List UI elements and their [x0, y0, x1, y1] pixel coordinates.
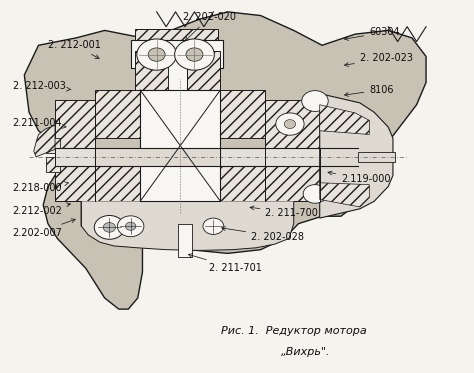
- Bar: [95, 148, 220, 166]
- Text: 2.212-002: 2.212-002: [12, 203, 71, 216]
- Text: 2.119-000: 2.119-000: [328, 171, 391, 184]
- Circle shape: [148, 48, 165, 61]
- Bar: [55, 148, 357, 166]
- Bar: [220, 90, 265, 138]
- Text: 2. 211-700: 2. 211-700: [250, 206, 318, 217]
- Circle shape: [137, 39, 176, 70]
- Circle shape: [276, 113, 304, 135]
- Bar: [95, 90, 140, 138]
- Text: 2. 212-001: 2. 212-001: [48, 40, 101, 59]
- Circle shape: [302, 91, 328, 112]
- Circle shape: [203, 218, 224, 235]
- Polygon shape: [319, 183, 369, 207]
- Polygon shape: [81, 201, 294, 250]
- Bar: [95, 166, 140, 201]
- Bar: [220, 166, 265, 201]
- Circle shape: [174, 39, 214, 70]
- Text: „Вихрь".: „Вихрь".: [281, 347, 330, 357]
- Text: Рис. 1.  Редуктор мотора: Рис. 1. Редуктор мотора: [221, 326, 366, 336]
- Bar: [265, 100, 319, 148]
- Bar: [178, 224, 192, 257]
- Text: 2. 202-023: 2. 202-023: [345, 53, 413, 66]
- Circle shape: [126, 222, 136, 231]
- Text: 60304: 60304: [345, 27, 400, 40]
- Text: 2.218-000: 2.218-000: [12, 182, 68, 193]
- Circle shape: [94, 216, 125, 239]
- Bar: [131, 40, 223, 68]
- Polygon shape: [24, 12, 426, 309]
- Bar: [55, 100, 95, 148]
- Circle shape: [118, 216, 144, 236]
- Text: 2.202-007: 2.202-007: [12, 219, 75, 238]
- Bar: [357, 152, 395, 162]
- Circle shape: [186, 48, 203, 61]
- Bar: [168, 51, 187, 101]
- Bar: [187, 51, 220, 101]
- Bar: [55, 166, 95, 201]
- Text: 2. 212-003: 2. 212-003: [12, 81, 71, 91]
- Polygon shape: [34, 125, 55, 157]
- Text: 2. 202-020: 2. 202-020: [182, 12, 236, 41]
- Bar: [136, 51, 168, 101]
- Polygon shape: [319, 105, 369, 135]
- Bar: [140, 90, 220, 201]
- Polygon shape: [319, 94, 393, 218]
- Circle shape: [103, 223, 116, 232]
- Bar: [46, 157, 60, 172]
- Text: 2. 211-701: 2. 211-701: [189, 254, 262, 273]
- Bar: [136, 29, 218, 53]
- Circle shape: [284, 120, 296, 129]
- Bar: [265, 166, 319, 201]
- Text: 2. 202-028: 2. 202-028: [222, 227, 304, 242]
- Text: 8106: 8106: [345, 85, 394, 96]
- Circle shape: [303, 185, 327, 203]
- Text: 2.211-004: 2.211-004: [12, 118, 66, 128]
- Bar: [46, 138, 60, 153]
